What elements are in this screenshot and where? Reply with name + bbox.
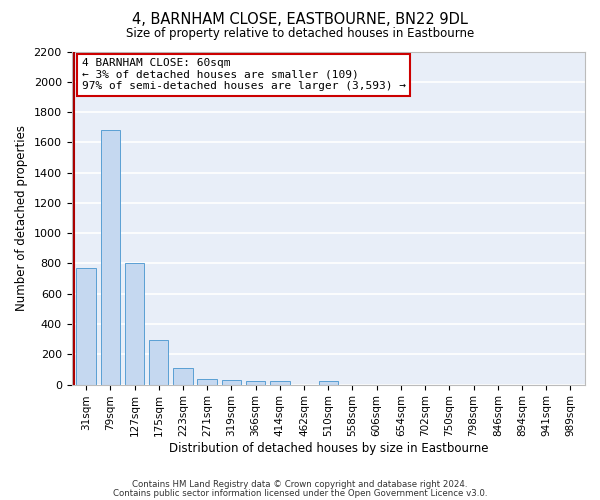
Text: 4, BARNHAM CLOSE, EASTBOURNE, BN22 9DL: 4, BARNHAM CLOSE, EASTBOURNE, BN22 9DL [132, 12, 468, 28]
Bar [173, 368, 193, 384]
Text: Contains public sector information licensed under the Open Government Licence v3: Contains public sector information licen… [113, 488, 487, 498]
Text: 4 BARNHAM CLOSE: 60sqm
← 3% of detached houses are smaller (109)
97% of semi-det: 4 BARNHAM CLOSE: 60sqm ← 3% of detached … [82, 58, 406, 92]
Bar [76, 268, 96, 384]
Bar [319, 381, 338, 384]
X-axis label: Distribution of detached houses by size in Eastbourne: Distribution of detached houses by size … [169, 442, 488, 455]
Y-axis label: Number of detached properties: Number of detached properties [15, 125, 28, 311]
Bar [125, 264, 144, 384]
Bar [221, 380, 241, 384]
Text: Size of property relative to detached houses in Eastbourne: Size of property relative to detached ho… [126, 28, 474, 40]
Bar [101, 130, 120, 384]
Bar [270, 382, 290, 384]
Bar [246, 381, 265, 384]
Bar [197, 378, 217, 384]
Text: Contains HM Land Registry data © Crown copyright and database right 2024.: Contains HM Land Registry data © Crown c… [132, 480, 468, 489]
Bar [149, 340, 169, 384]
